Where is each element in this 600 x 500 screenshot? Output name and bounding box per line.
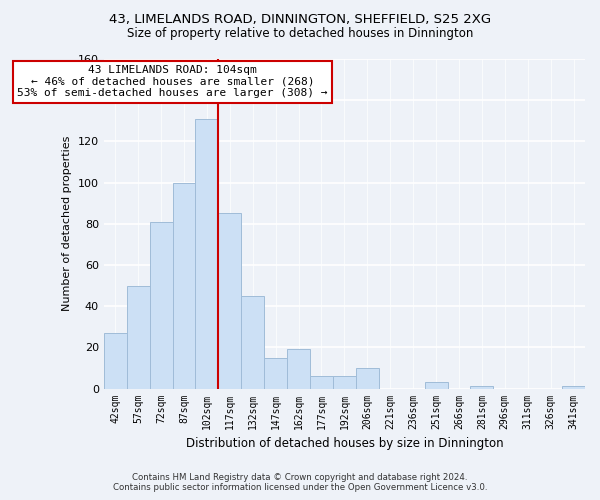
Bar	[173, 182, 196, 388]
Bar	[149, 222, 173, 388]
Bar	[470, 386, 493, 388]
Bar	[356, 368, 379, 388]
Bar	[264, 358, 287, 388]
Bar	[196, 118, 218, 388]
Bar	[562, 386, 585, 388]
Text: 43 LIMELANDS ROAD: 104sqm
← 46% of detached houses are smaller (268)
53% of semi: 43 LIMELANDS ROAD: 104sqm ← 46% of detac…	[17, 65, 328, 98]
Text: 43, LIMELANDS ROAD, DINNINGTON, SHEFFIELD, S25 2XG: 43, LIMELANDS ROAD, DINNINGTON, SHEFFIEL…	[109, 12, 491, 26]
Text: Size of property relative to detached houses in Dinnington: Size of property relative to detached ho…	[127, 28, 473, 40]
Bar	[287, 350, 310, 389]
Bar	[425, 382, 448, 388]
Bar	[310, 376, 333, 388]
Y-axis label: Number of detached properties: Number of detached properties	[62, 136, 72, 312]
Text: Contains HM Land Registry data © Crown copyright and database right 2024.
Contai: Contains HM Land Registry data © Crown c…	[113, 473, 487, 492]
Bar	[127, 286, 149, 389]
Bar	[218, 214, 241, 388]
Bar	[333, 376, 356, 388]
Bar	[241, 296, 264, 388]
Bar	[104, 333, 127, 388]
X-axis label: Distribution of detached houses by size in Dinnington: Distribution of detached houses by size …	[185, 437, 503, 450]
